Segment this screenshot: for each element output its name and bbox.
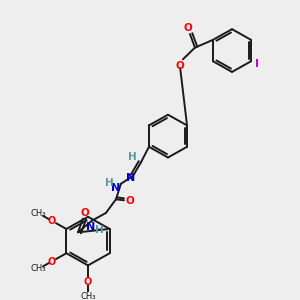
Text: H: H: [94, 225, 103, 236]
Text: O: O: [47, 216, 56, 226]
Text: N: N: [86, 221, 96, 232]
Text: O: O: [47, 256, 56, 266]
Text: O: O: [126, 196, 134, 206]
Text: O: O: [176, 61, 184, 71]
Text: N: N: [111, 183, 121, 193]
Text: O: O: [84, 277, 92, 287]
Text: O: O: [81, 208, 89, 218]
Text: H: H: [105, 178, 113, 188]
Text: CH₃: CH₃: [80, 292, 96, 300]
Text: O: O: [184, 23, 192, 33]
Text: CH₃: CH₃: [31, 264, 46, 273]
Text: I: I: [255, 59, 259, 69]
Text: CH₃: CH₃: [31, 209, 46, 218]
Text: N: N: [126, 173, 136, 183]
Text: H: H: [128, 152, 136, 163]
